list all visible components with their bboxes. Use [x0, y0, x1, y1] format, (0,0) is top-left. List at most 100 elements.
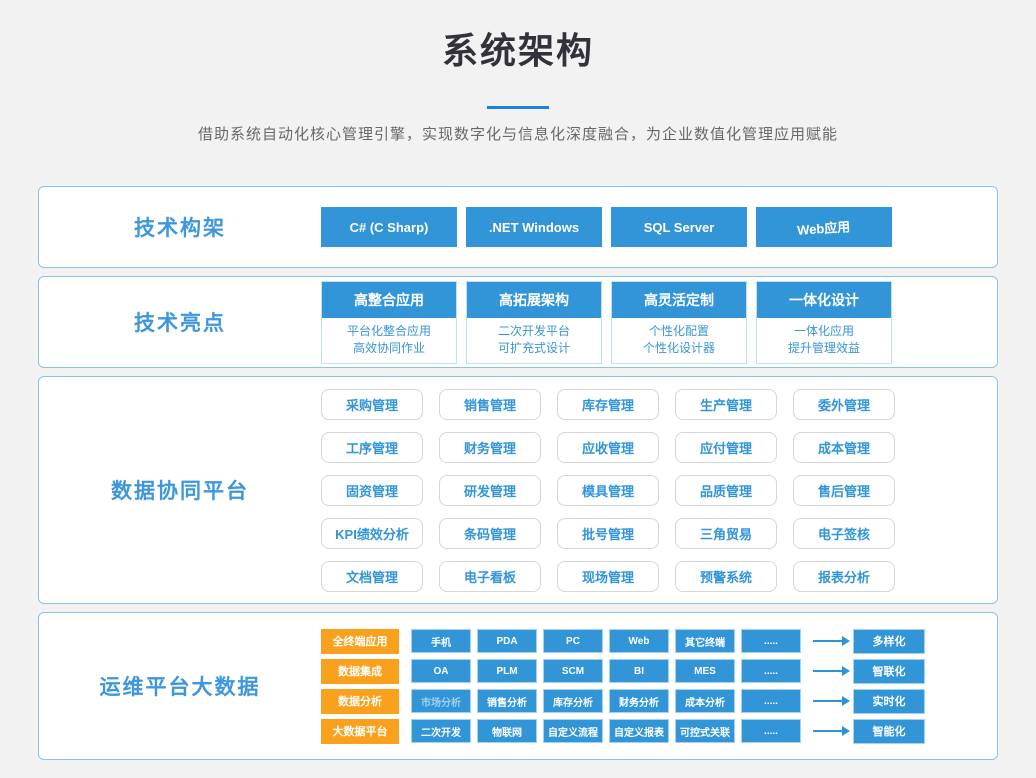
section-bigdata: 运维平台大数据 全终端应用 手机 PDA PC Web 其它终端..... 多样化数据集成 O…	[38, 612, 998, 760]
highlight-card[interactable]: 一体化设计一体化应用提升管理效益	[756, 280, 892, 364]
module-button[interactable]: 售后管理	[793, 474, 895, 506]
bigdata-item[interactable]: 市场分析	[411, 689, 471, 713]
module-button[interactable]: 文档管理	[321, 560, 423, 592]
bigdata-item[interactable]: 物联网	[477, 719, 537, 743]
module-button[interactable]: 工序管理	[321, 431, 423, 463]
module-button[interactable]: 三角贸易	[675, 517, 777, 549]
bigdata-row: 全终端应用 手机 PDA PC Web 其它终端..... 多样化	[321, 628, 997, 654]
highlight-card-title: 高整合应用	[322, 281, 456, 318]
bigdata-item[interactable]: 二次开发	[411, 719, 471, 743]
tech-button[interactable]: SQL Server	[611, 207, 747, 247]
title-divider	[487, 106, 549, 109]
module-button[interactable]: 财务管理	[439, 431, 541, 463]
highlight-card[interactable]: 高灵活定制个性化配置个性化设计器	[611, 280, 747, 364]
bigdata-item[interactable]: 手机	[411, 629, 471, 653]
highlight-card-line: 可扩充式设计	[497, 340, 570, 355]
bigdata-item[interactable]: 财务分析	[609, 689, 669, 713]
page-subtitle: 借助系统自动化核心管理引擎，实现数字化与信息化深度融合，为企业数值化管理应用赋能	[197, 126, 838, 143]
highlight-card[interactable]: 高整合应用 平台化整合应用 高效协同作业	[321, 280, 457, 364]
highlight-card-body: 个性化配置个性化设计器	[612, 318, 746, 363]
highlight-card-line: 二次开发平台	[497, 323, 570, 338]
module-button[interactable]: 采购管理	[321, 388, 423, 420]
bigdata-item[interactable]: 自定义流程	[543, 719, 603, 743]
highlights-label: 技术亮点	[134, 312, 226, 335]
highlight-card-body: 平台化整合应用 高效协同作业	[322, 318, 456, 363]
bigdata-item[interactable]: 可控式关联	[675, 719, 735, 743]
platform-modules-grid: 采购管理 销售管理 库存管理 生产管理 委外管理工序管理 财务管理 应收管理 应付管理 成本管理…	[321, 387, 997, 594]
bigdata-row: 大数据平台 二次开发 物联网 自定义流程 自定义报表 可控式关联..... 智能化	[321, 718, 997, 744]
highlight-card-title: 一体化设计	[757, 281, 891, 318]
page-title: 系统架构	[441, 30, 594, 71]
bigdata-item[interactable]: .....	[741, 689, 801, 713]
bigdata-item[interactable]: BI	[609, 659, 669, 683]
tech-button[interactable]: .NET Windows	[466, 207, 602, 247]
bigdata-category[interactable]: 数据分析	[321, 688, 399, 714]
module-button[interactable]: 现场管理	[557, 560, 659, 592]
arrow-right-icon	[813, 636, 850, 646]
bigdata-item[interactable]: .....	[741, 659, 801, 683]
bigdata-label: 运维平台大数据	[99, 676, 261, 699]
module-button[interactable]: 模具管理	[557, 474, 659, 506]
bigdata-category[interactable]: 大数据平台	[321, 718, 399, 744]
module-button[interactable]: 销售管理	[439, 388, 541, 420]
bigdata-row: 数据分析 市场分析 销售分析 库存分析 财务分析 成本分析..... 实时化	[321, 688, 997, 714]
bigdata-item[interactable]: MES	[675, 659, 735, 683]
module-button[interactable]: 批号管理	[557, 517, 659, 549]
module-button[interactable]: 电子看板	[439, 560, 541, 592]
bigdata-item[interactable]: 成本分析	[675, 689, 735, 713]
bigdata-item[interactable]: PC	[543, 629, 603, 653]
tech-button-label: C# (C Sharp)	[349, 219, 429, 235]
section-platform: 数据协同平台 采购管理 销售管理 库存管理 生产管理 委外管理工序管理 财务管理 应收管理应…	[38, 376, 998, 604]
highlight-card-line: 个性化配置	[648, 323, 709, 338]
bigdata-category[interactable]: 全终端应用	[321, 628, 399, 654]
bigdata-item[interactable]: 其它终端	[675, 629, 735, 653]
highlight-card-line: 个性化设计器	[642, 340, 715, 355]
bigdata-result[interactable]: 智能化	[853, 718, 925, 744]
highlight-card-title: 高拓展架构	[467, 281, 601, 318]
platform-label: 数据协同平台	[111, 480, 249, 503]
bigdata-item[interactable]: 销售分析	[477, 689, 537, 713]
bigdata-rows: 全终端应用 手机 PDA PC Web 其它终端..... 多样化数据集成 OA PLM SCM B…	[321, 628, 997, 744]
highlight-card[interactable]: 高拓展架构二次开发平台 可扩充式设计	[466, 280, 602, 364]
tech-button[interactable]: Web应用	[756, 207, 892, 247]
highlight-card-line: 平台化整合应用	[346, 323, 431, 338]
module-button[interactable]: 成本管理	[793, 431, 895, 463]
module-button[interactable]: 研发管理	[439, 474, 541, 506]
bigdata-item[interactable]: PDA	[477, 629, 537, 653]
section-highlights: 技术亮点 高整合应用 平台化整合应用 高效协同作业 高拓展架构 二次开发平台 可扩充式设计…	[38, 276, 998, 368]
module-button[interactable]: 报表分析	[793, 560, 895, 592]
bigdata-item[interactable]: .....	[741, 629, 801, 653]
module-button[interactable]: 委外管理	[793, 388, 895, 420]
arrow-right-icon	[813, 666, 850, 676]
bigdata-item[interactable]: OA	[411, 659, 471, 683]
bigdata-item[interactable]: 自定义报表	[609, 719, 669, 743]
bigdata-item[interactable]: PLM	[477, 659, 537, 683]
module-button[interactable]: KPI绩效分析	[321, 517, 423, 549]
tech-button[interactable]: C# (C Sharp)	[321, 207, 457, 247]
bigdata-result[interactable]: 智联化	[853, 658, 925, 684]
bigdata-result[interactable]: 实时化	[853, 688, 925, 714]
module-button[interactable]: 固资管理	[321, 474, 423, 506]
highlight-card-line: 高效协同作业	[352, 340, 425, 355]
bigdata-item[interactable]: .....	[741, 719, 801, 743]
bigdata-item[interactable]: 库存分析	[543, 689, 603, 713]
module-button[interactable]: 预警系统	[675, 560, 777, 592]
tech-button-label: SQL Server	[643, 219, 715, 235]
module-button[interactable]: 生产管理	[675, 388, 777, 420]
module-button[interactable]: 条码管理	[439, 517, 541, 549]
module-button[interactable]: 应付管理	[675, 431, 777, 463]
highlight-card-title: 高灵活定制	[612, 281, 746, 318]
module-button[interactable]: 电子签核	[793, 517, 895, 549]
bigdata-item[interactable]: Web	[609, 629, 669, 653]
module-button[interactable]: 库存管理	[557, 388, 659, 420]
module-button[interactable]: 应收管理	[557, 431, 659, 463]
highlight-card-line: 一体化应用	[793, 323, 854, 338]
bigdata-result[interactable]: 多样化	[853, 628, 925, 654]
bigdata-category[interactable]: 数据集成	[321, 658, 399, 684]
bigdata-item[interactable]: SCM	[543, 659, 603, 683]
bigdata-row: 数据集成 OA PLM SCM BI MES..... 智联化	[321, 658, 997, 684]
tech-stack-label: 技术构架	[134, 217, 226, 240]
highlight-card-line: 提升管理效益	[787, 340, 860, 355]
module-button[interactable]: 品质管理	[675, 474, 777, 506]
